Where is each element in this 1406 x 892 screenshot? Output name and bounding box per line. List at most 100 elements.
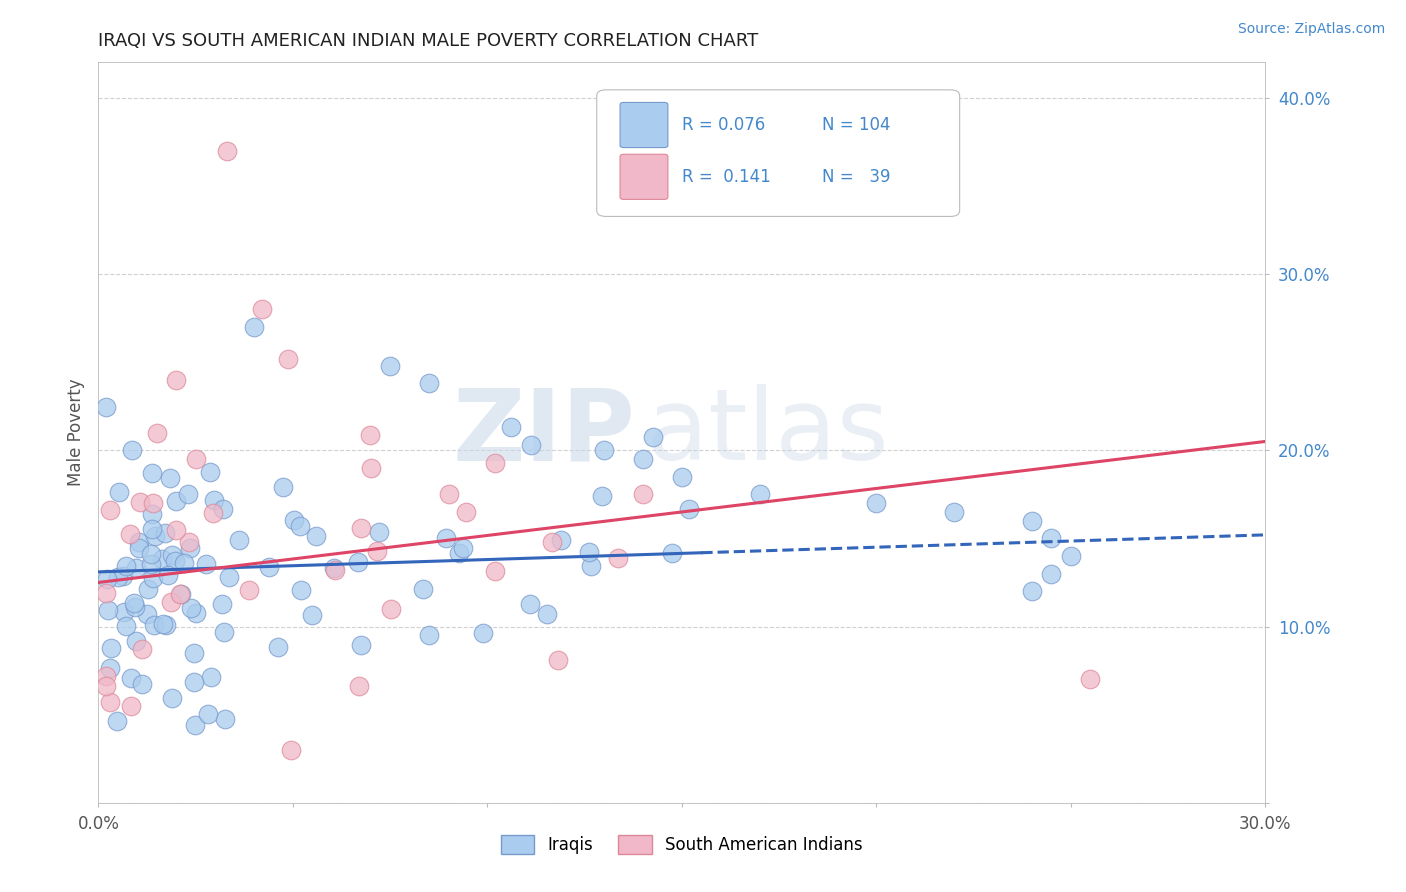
Point [139,547,162,561]
Point [301,608,323,623]
Point [159,471,181,485]
Point [1040,532,1063,546]
Point [250,302,273,317]
Point [141,522,163,536]
Point [641,430,664,444]
Point [1060,549,1083,563]
Point [120,527,142,541]
Point [96,401,118,415]
Point [1021,584,1043,599]
Point [520,437,543,451]
Point [98,661,121,675]
Point [121,443,143,458]
Point [257,559,280,574]
Point [114,619,136,633]
Point [547,653,569,667]
Point [380,359,402,373]
Point [131,641,153,656]
Point [631,487,654,501]
Y-axis label: Male Poverty: Male Poverty [66,379,84,486]
Point [136,582,159,596]
FancyBboxPatch shape [620,103,668,147]
Point [591,489,613,503]
Point [142,496,165,510]
Point [536,607,558,621]
Point [160,690,183,705]
Point [228,533,250,547]
Point [359,428,381,442]
Point [96,586,118,600]
Point [305,529,328,543]
Text: Source: ZipAtlas.com: Source: ZipAtlas.com [1237,22,1385,37]
Point [169,587,191,601]
Point [142,618,165,632]
Point [197,706,219,721]
Point [267,640,290,654]
Point [412,582,434,597]
Point [671,469,693,483]
Point [96,680,118,694]
Point [155,618,177,632]
Point [170,587,193,601]
Point [128,535,150,549]
Point [271,480,294,494]
Point [131,677,153,691]
Point [943,505,966,519]
Point [112,569,135,583]
Point [550,533,572,547]
Point [579,559,602,574]
Text: N = 104: N = 104 [823,116,890,134]
Point [97,603,120,617]
Text: atlas: atlas [647,384,889,481]
Point [135,607,157,621]
Point [179,541,201,555]
Text: R = 0.076: R = 0.076 [682,116,765,134]
Point [214,712,236,726]
Point [198,465,221,479]
Point [107,570,129,584]
Point [578,545,600,559]
FancyBboxPatch shape [596,90,960,217]
Point [748,487,770,501]
Point [449,546,471,560]
Point [120,698,142,713]
Point [288,519,311,533]
Point [200,670,222,684]
Point [160,594,183,608]
Point [380,602,402,616]
Text: ZIP: ZIP [453,384,636,481]
Point [177,487,200,501]
Point [98,503,121,517]
Point [212,501,235,516]
Point [195,557,218,571]
Point [347,555,370,569]
Point [96,669,118,683]
Point [631,452,654,467]
Point [165,494,187,508]
Point [124,600,146,615]
Point [280,743,302,757]
Point [1080,673,1102,687]
Point [96,572,118,586]
Point [484,564,506,578]
Legend: Iraqis, South American Indians: Iraqis, South American Indians [495,829,869,861]
Point [177,535,200,549]
Point [283,513,305,527]
Point [105,714,128,728]
Point [98,695,121,709]
Point [129,495,152,509]
Point [323,563,346,577]
Point [122,596,145,610]
Point [865,496,887,510]
Point [1021,514,1043,528]
Point [186,606,208,620]
Point [125,561,148,575]
Point [153,525,176,540]
Point [418,376,440,391]
Point [184,718,207,732]
Point [238,583,260,598]
Point [454,504,477,518]
Point [112,606,135,620]
Point [142,571,165,585]
Point [418,628,440,642]
